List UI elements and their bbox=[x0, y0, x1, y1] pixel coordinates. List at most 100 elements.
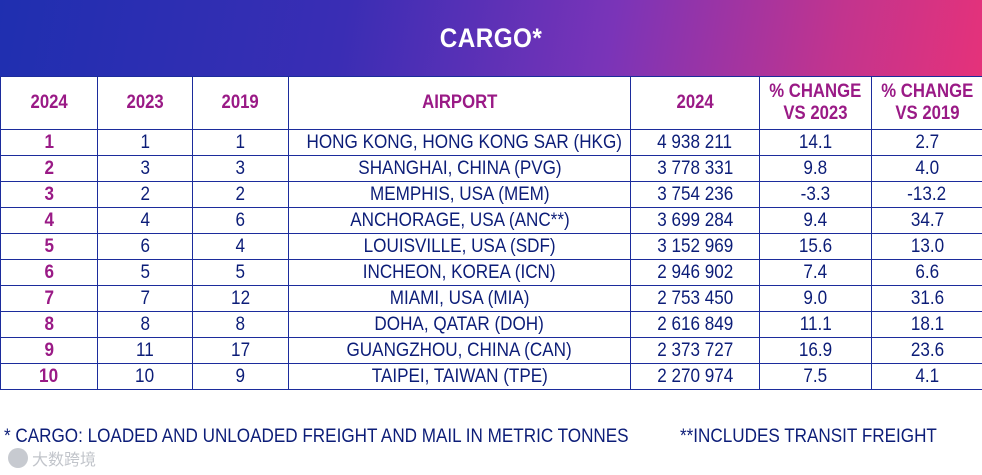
change-vs-2019-cell: 13.0 bbox=[871, 233, 982, 260]
title-banner: CARGO* bbox=[0, 0, 982, 76]
cell-text: ANCHORAGE, USA (ANC**) bbox=[349, 209, 570, 231]
change-vs-2023-cell: 9.0 bbox=[759, 285, 872, 312]
column-header-text: AIRPORT bbox=[421, 92, 498, 113]
cell-text: 5 bbox=[235, 261, 246, 283]
cell-text: 2 bbox=[140, 183, 150, 205]
cell-text: 10 bbox=[39, 365, 59, 387]
airport-cell: LOUISVILLE, USA (SDF) bbox=[288, 233, 631, 260]
change-vs-2019-cell: 31.6 bbox=[871, 285, 982, 312]
cell-text: 2 946 902 bbox=[656, 261, 734, 283]
footnote-transit: **INCLUDES TRANSIT FREIGHT bbox=[680, 426, 937, 447]
cell-text: 11 bbox=[136, 339, 154, 361]
cell-text: INCHEON, KOREA (ICN) bbox=[363, 261, 556, 283]
cell-text: DOHA, QATAR (DOH) bbox=[374, 313, 545, 335]
column-header-text: 2024 bbox=[676, 92, 714, 113]
change-vs-2019-cell: -13.2 bbox=[871, 181, 982, 208]
rank-2024-cell: 3 bbox=[0, 181, 98, 208]
column-header-6: % CHANGE VS 2019 bbox=[871, 76, 982, 130]
cell-text: 2 753 450 bbox=[656, 287, 734, 309]
rank-2023-cell: 3 bbox=[97, 155, 193, 182]
table-row: 10 10 9 TAIPEI, TAIWAN (TPE) 2 270 974 7.5 4.1 bbox=[0, 363, 982, 390]
rank-2024-cell: 1 bbox=[0, 129, 98, 156]
cell-text: 4.0 bbox=[915, 157, 939, 179]
column-header-text: VS 2023 bbox=[783, 103, 848, 124]
rank-2023-cell: 10 bbox=[97, 363, 193, 390]
cell-text: 6 bbox=[235, 209, 246, 231]
cell-text: -13.2 bbox=[907, 183, 947, 205]
cell-text: 5 bbox=[140, 261, 150, 283]
cell-text: 5 bbox=[44, 235, 54, 257]
tonnes-2024-cell: 2 616 849 bbox=[630, 311, 760, 338]
change-vs-2023-cell: 7.4 bbox=[759, 259, 872, 286]
rank-2024-cell: 10 bbox=[0, 363, 98, 390]
change-vs-2019-cell: 34.7 bbox=[871, 207, 982, 234]
cell-text: 4 bbox=[235, 235, 246, 257]
rank-2023-cell: 4 bbox=[97, 207, 193, 234]
change-vs-2019-cell: 18.1 bbox=[871, 311, 982, 338]
rank-2024-cell: 5 bbox=[0, 233, 98, 260]
rank-2019-cell: 9 bbox=[192, 363, 289, 390]
rank-2024-cell: 8 bbox=[0, 311, 98, 338]
page-title: CARGO* bbox=[439, 22, 543, 53]
cell-text: HONG KONG, HONG KONG SAR (HKG) bbox=[306, 131, 622, 153]
cell-text: 2 270 974 bbox=[656, 365, 734, 387]
watermark-text: 大数跨境 bbox=[32, 452, 97, 469]
change-vs-2023-cell: 7.5 bbox=[759, 363, 872, 390]
tonnes-2024-cell: 2 373 727 bbox=[630, 337, 760, 364]
rank-2019-cell: 8 bbox=[192, 311, 289, 338]
footnote: * CARGO: LOADED AND UNLOADED FREIGHT AND… bbox=[4, 426, 978, 448]
change-vs-2023-cell: 11.1 bbox=[759, 311, 872, 338]
footnote-cargo: * CARGO: LOADED AND UNLOADED FREIGHT AND… bbox=[4, 426, 629, 447]
cell-text: 9.0 bbox=[803, 287, 828, 309]
cell-text: TAIPEI, TAIWAN (TPE) bbox=[371, 365, 548, 387]
rank-2024-cell: 9 bbox=[0, 337, 98, 364]
watermark: 大数跨境 bbox=[8, 446, 96, 470]
cell-text: 7.4 bbox=[803, 261, 828, 283]
cell-text: -3.3 bbox=[800, 183, 831, 205]
cell-text: 2.7 bbox=[915, 131, 939, 153]
airport-cell: HONG KONG, HONG KONG SAR (HKG) bbox=[288, 129, 631, 156]
tonnes-2024-cell: 2 753 450 bbox=[630, 285, 760, 312]
table-row: 1 1 1 HONG KONG, HONG KONG SAR (HKG) 4 938 2… bbox=[0, 129, 982, 156]
tonnes-2024-cell: 3 152 969 bbox=[630, 233, 760, 260]
column-header-text: 2019 bbox=[221, 92, 260, 113]
tonnes-2024-cell: 4 938 211 bbox=[630, 129, 760, 156]
cell-text: MEMPHIS, USA (MEM) bbox=[369, 183, 550, 205]
change-vs-2019-cell: 4.0 bbox=[871, 155, 982, 182]
cell-text: LOUISVILLE, USA (SDF) bbox=[363, 235, 556, 257]
cell-text: 15.6 bbox=[798, 235, 833, 257]
rank-2019-cell: 3 bbox=[192, 155, 289, 182]
rank-2019-cell: 6 bbox=[192, 207, 289, 234]
cell-text: 4 938 211 bbox=[657, 131, 733, 153]
cell-text: 4 bbox=[140, 209, 150, 231]
cell-text: 4 bbox=[44, 209, 54, 231]
cell-text: 14.1 bbox=[798, 131, 833, 153]
airport-cell: INCHEON, KOREA (ICN) bbox=[288, 259, 631, 286]
cell-text: 10 bbox=[135, 365, 155, 387]
cell-text: 8 bbox=[140, 313, 150, 335]
cell-text: 9 bbox=[235, 365, 246, 387]
table-body: 1 1 1 HONG KONG, HONG KONG SAR (HKG) 4 938 2… bbox=[0, 129, 982, 390]
cell-text: 34.7 bbox=[910, 209, 944, 231]
table-row: 8 8 8 DOHA, QATAR (DOH) 2 616 849 11.1 18.1 bbox=[0, 311, 982, 338]
rank-2023-cell: 5 bbox=[97, 259, 193, 286]
tonnes-2024-cell: 2 946 902 bbox=[630, 259, 760, 286]
column-header-1: 2023 bbox=[97, 76, 193, 130]
rank-2023-cell: 6 bbox=[97, 233, 193, 260]
rank-2024-cell: 7 bbox=[0, 285, 98, 312]
cell-text: 13.0 bbox=[910, 235, 944, 257]
column-header-text: VS 2019 bbox=[894, 103, 960, 124]
cell-text: 8 bbox=[235, 313, 246, 335]
cell-text: 9 bbox=[44, 339, 54, 361]
change-vs-2019-cell: 4.1 bbox=[871, 363, 982, 390]
column-header-text: 2023 bbox=[126, 92, 164, 113]
rank-2024-cell: 6 bbox=[0, 259, 98, 286]
column-header-0: 2024 bbox=[0, 76, 98, 130]
cell-text: 8 bbox=[44, 313, 54, 335]
rank-2019-cell: 4 bbox=[192, 233, 289, 260]
tonnes-2024-cell: 3 754 236 bbox=[630, 181, 760, 208]
airport-cell: GUANGZHOU, CHINA (CAN) bbox=[288, 337, 631, 364]
table-row: 3 2 2 MEMPHIS, USA (MEM) 3 754 236 -3.3 -13.2 bbox=[0, 181, 982, 208]
cell-text: 2 bbox=[44, 157, 54, 179]
watermark-logo-icon bbox=[8, 448, 28, 468]
